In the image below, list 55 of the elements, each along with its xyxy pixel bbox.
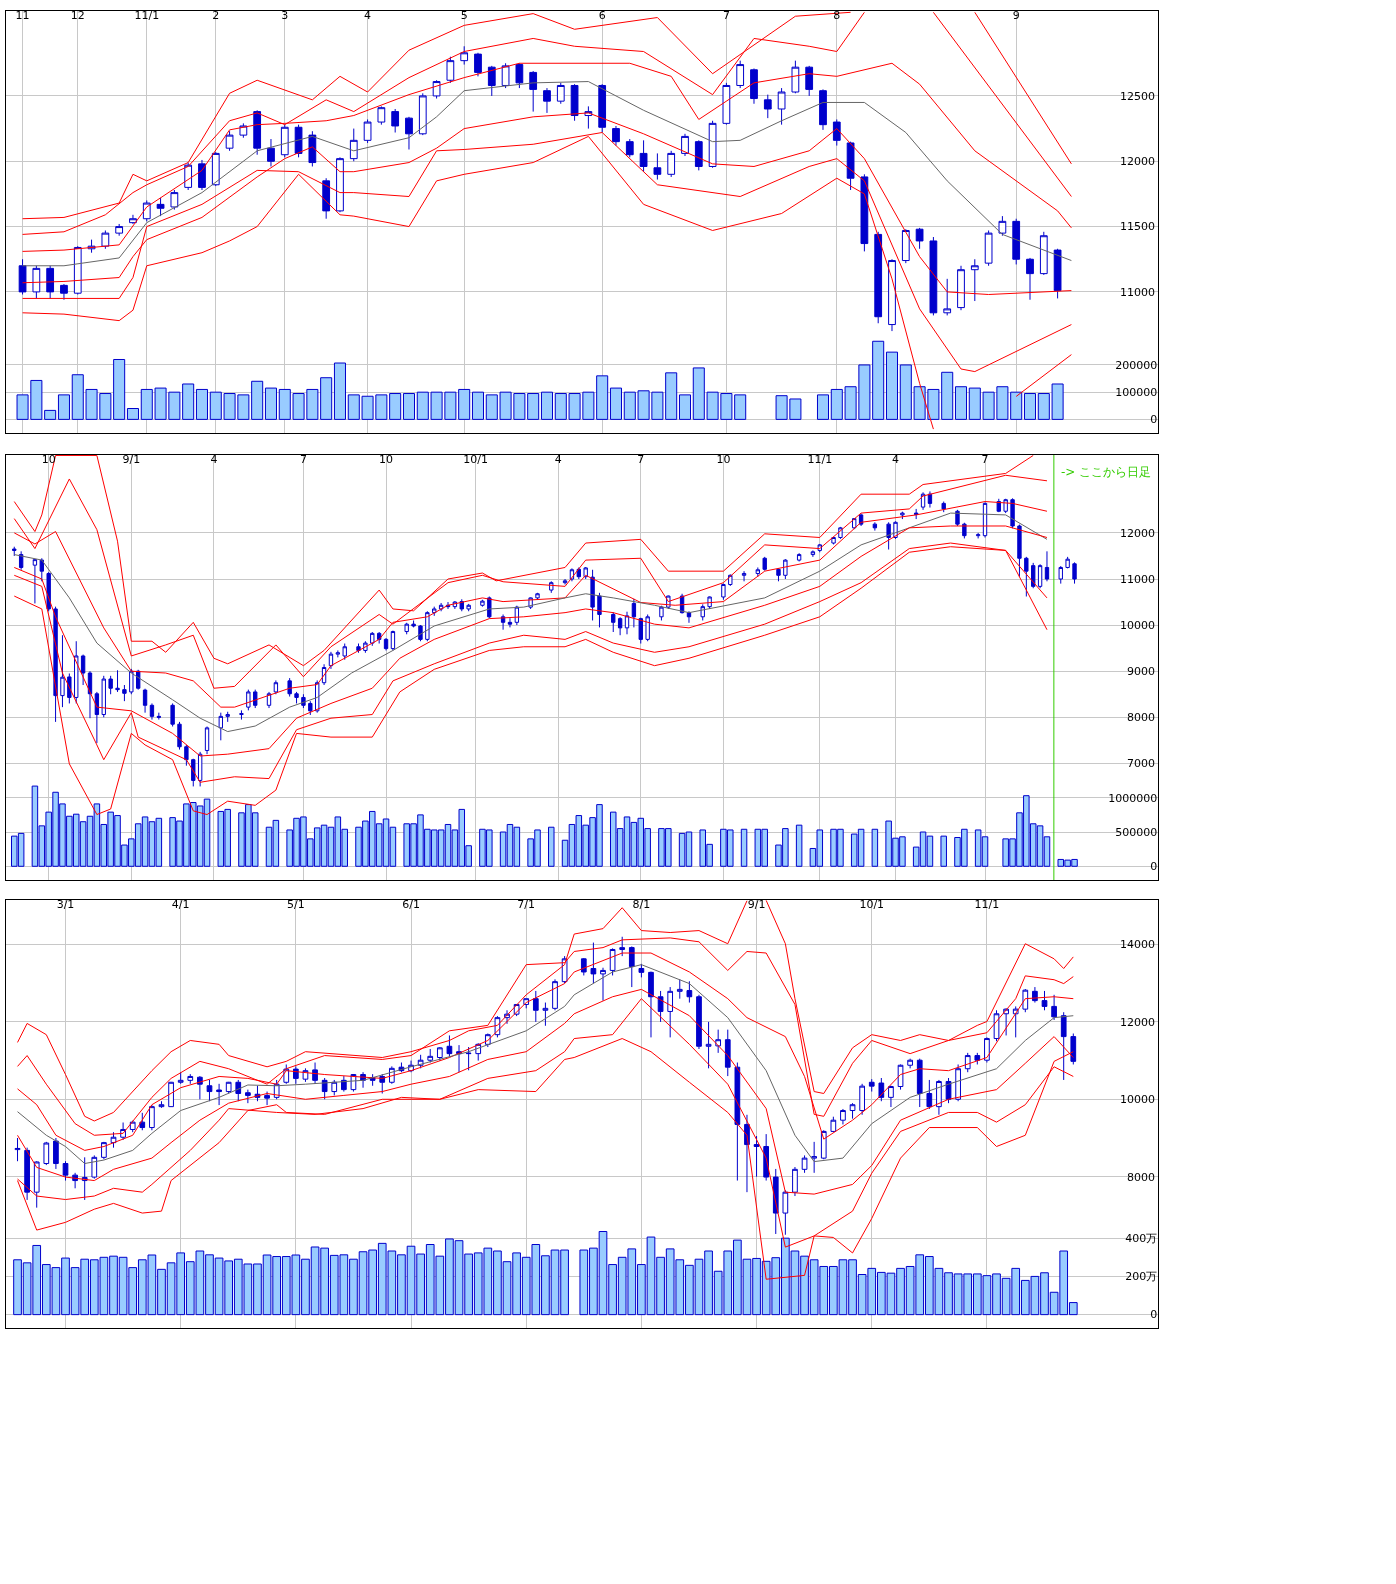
x-tick-label: 3/1 — [56, 898, 75, 912]
y-tick-label: 11000 — [1120, 285, 1155, 299]
x-tick-label: 5/1 — [287, 898, 305, 912]
x-tick-label: 4 — [892, 453, 900, 467]
x-tick-label: 7 — [299, 453, 307, 467]
y-tick-label: 8000 — [1127, 1170, 1155, 1184]
y-tick-label: 11000 — [1120, 572, 1155, 586]
y2-tick-label: 0 — [1150, 413, 1158, 427]
x-tick-label: 11/1 — [134, 9, 160, 23]
x-tick-label: 12 — [70, 9, 85, 23]
x-tick-label: 10 — [379, 453, 394, 467]
x-tick-label: 10/1 — [463, 453, 488, 467]
y2-tick-label: 1000000 — [1108, 791, 1158, 805]
x-tick-label: 6/1 — [402, 898, 420, 912]
y2-tick-label: 0 — [1150, 860, 1158, 874]
x-tick-label: 11/1 — [807, 453, 833, 467]
y2-tick-label: 0 — [1150, 1308, 1158, 1322]
y2-tick-label: 500000 — [1115, 825, 1158, 839]
x-tick-label: 4/1 — [171, 898, 190, 912]
x-tick-label: 4 — [364, 9, 372, 23]
y-tick-label: 10000 — [1120, 618, 1155, 632]
y-tick-label: 8000 — [1127, 711, 1155, 725]
y-tick-label: 9000 — [1127, 665, 1155, 679]
y2-tick-label: 200万 — [1125, 1270, 1158, 1284]
y-tick-label: 12000 — [1120, 155, 1155, 169]
x-tick-label: 11 — [15, 9, 30, 23]
x-tick-label: 7 — [722, 9, 730, 23]
x-tick-label: 4 — [210, 453, 218, 467]
x-tick-label: 3 — [281, 9, 289, 23]
x-tick-label: 7 — [637, 453, 645, 467]
x-tick-label: 6 — [598, 9, 606, 23]
x-tick-label: 2 — [212, 9, 220, 23]
x-tick-label: 9 — [1012, 9, 1020, 23]
y2-tick-label: 100000 — [1115, 386, 1158, 400]
x-tick-label: 4 — [554, 453, 562, 467]
x-tick-label: 7/1 — [517, 898, 536, 912]
y-tick-label: 12000 — [1120, 526, 1155, 540]
y-tick-label: 7000 — [1127, 757, 1155, 771]
y-tick-label: 10000 — [1120, 1093, 1155, 1107]
x-tick-label: 7 — [981, 453, 989, 467]
x-tick-label: 10 — [41, 453, 56, 467]
x-tick-label: 5 — [460, 9, 468, 23]
y2-tick-label: 200000 — [1115, 358, 1158, 372]
x-tick-label: 10 — [716, 453, 731, 467]
x-tick-label: 9/1 — [122, 453, 141, 467]
y-tick-label: 12000 — [1120, 1015, 1155, 1029]
x-tick-label: 11/1 — [974, 898, 1000, 912]
y-tick-label: 14000 — [1120, 938, 1155, 952]
y-tick-label: 12500 — [1120, 89, 1155, 103]
y-tick-label: 11500 — [1120, 220, 1155, 234]
y2-tick-label: 400万 — [1125, 1232, 1158, 1246]
x-tick-label: 8/1 — [632, 898, 651, 912]
x-tick-label: 10/1 — [859, 898, 885, 912]
x-tick-label: 9/1 — [747, 898, 766, 912]
annotation: -> ここから日足 — [1061, 465, 1152, 479]
